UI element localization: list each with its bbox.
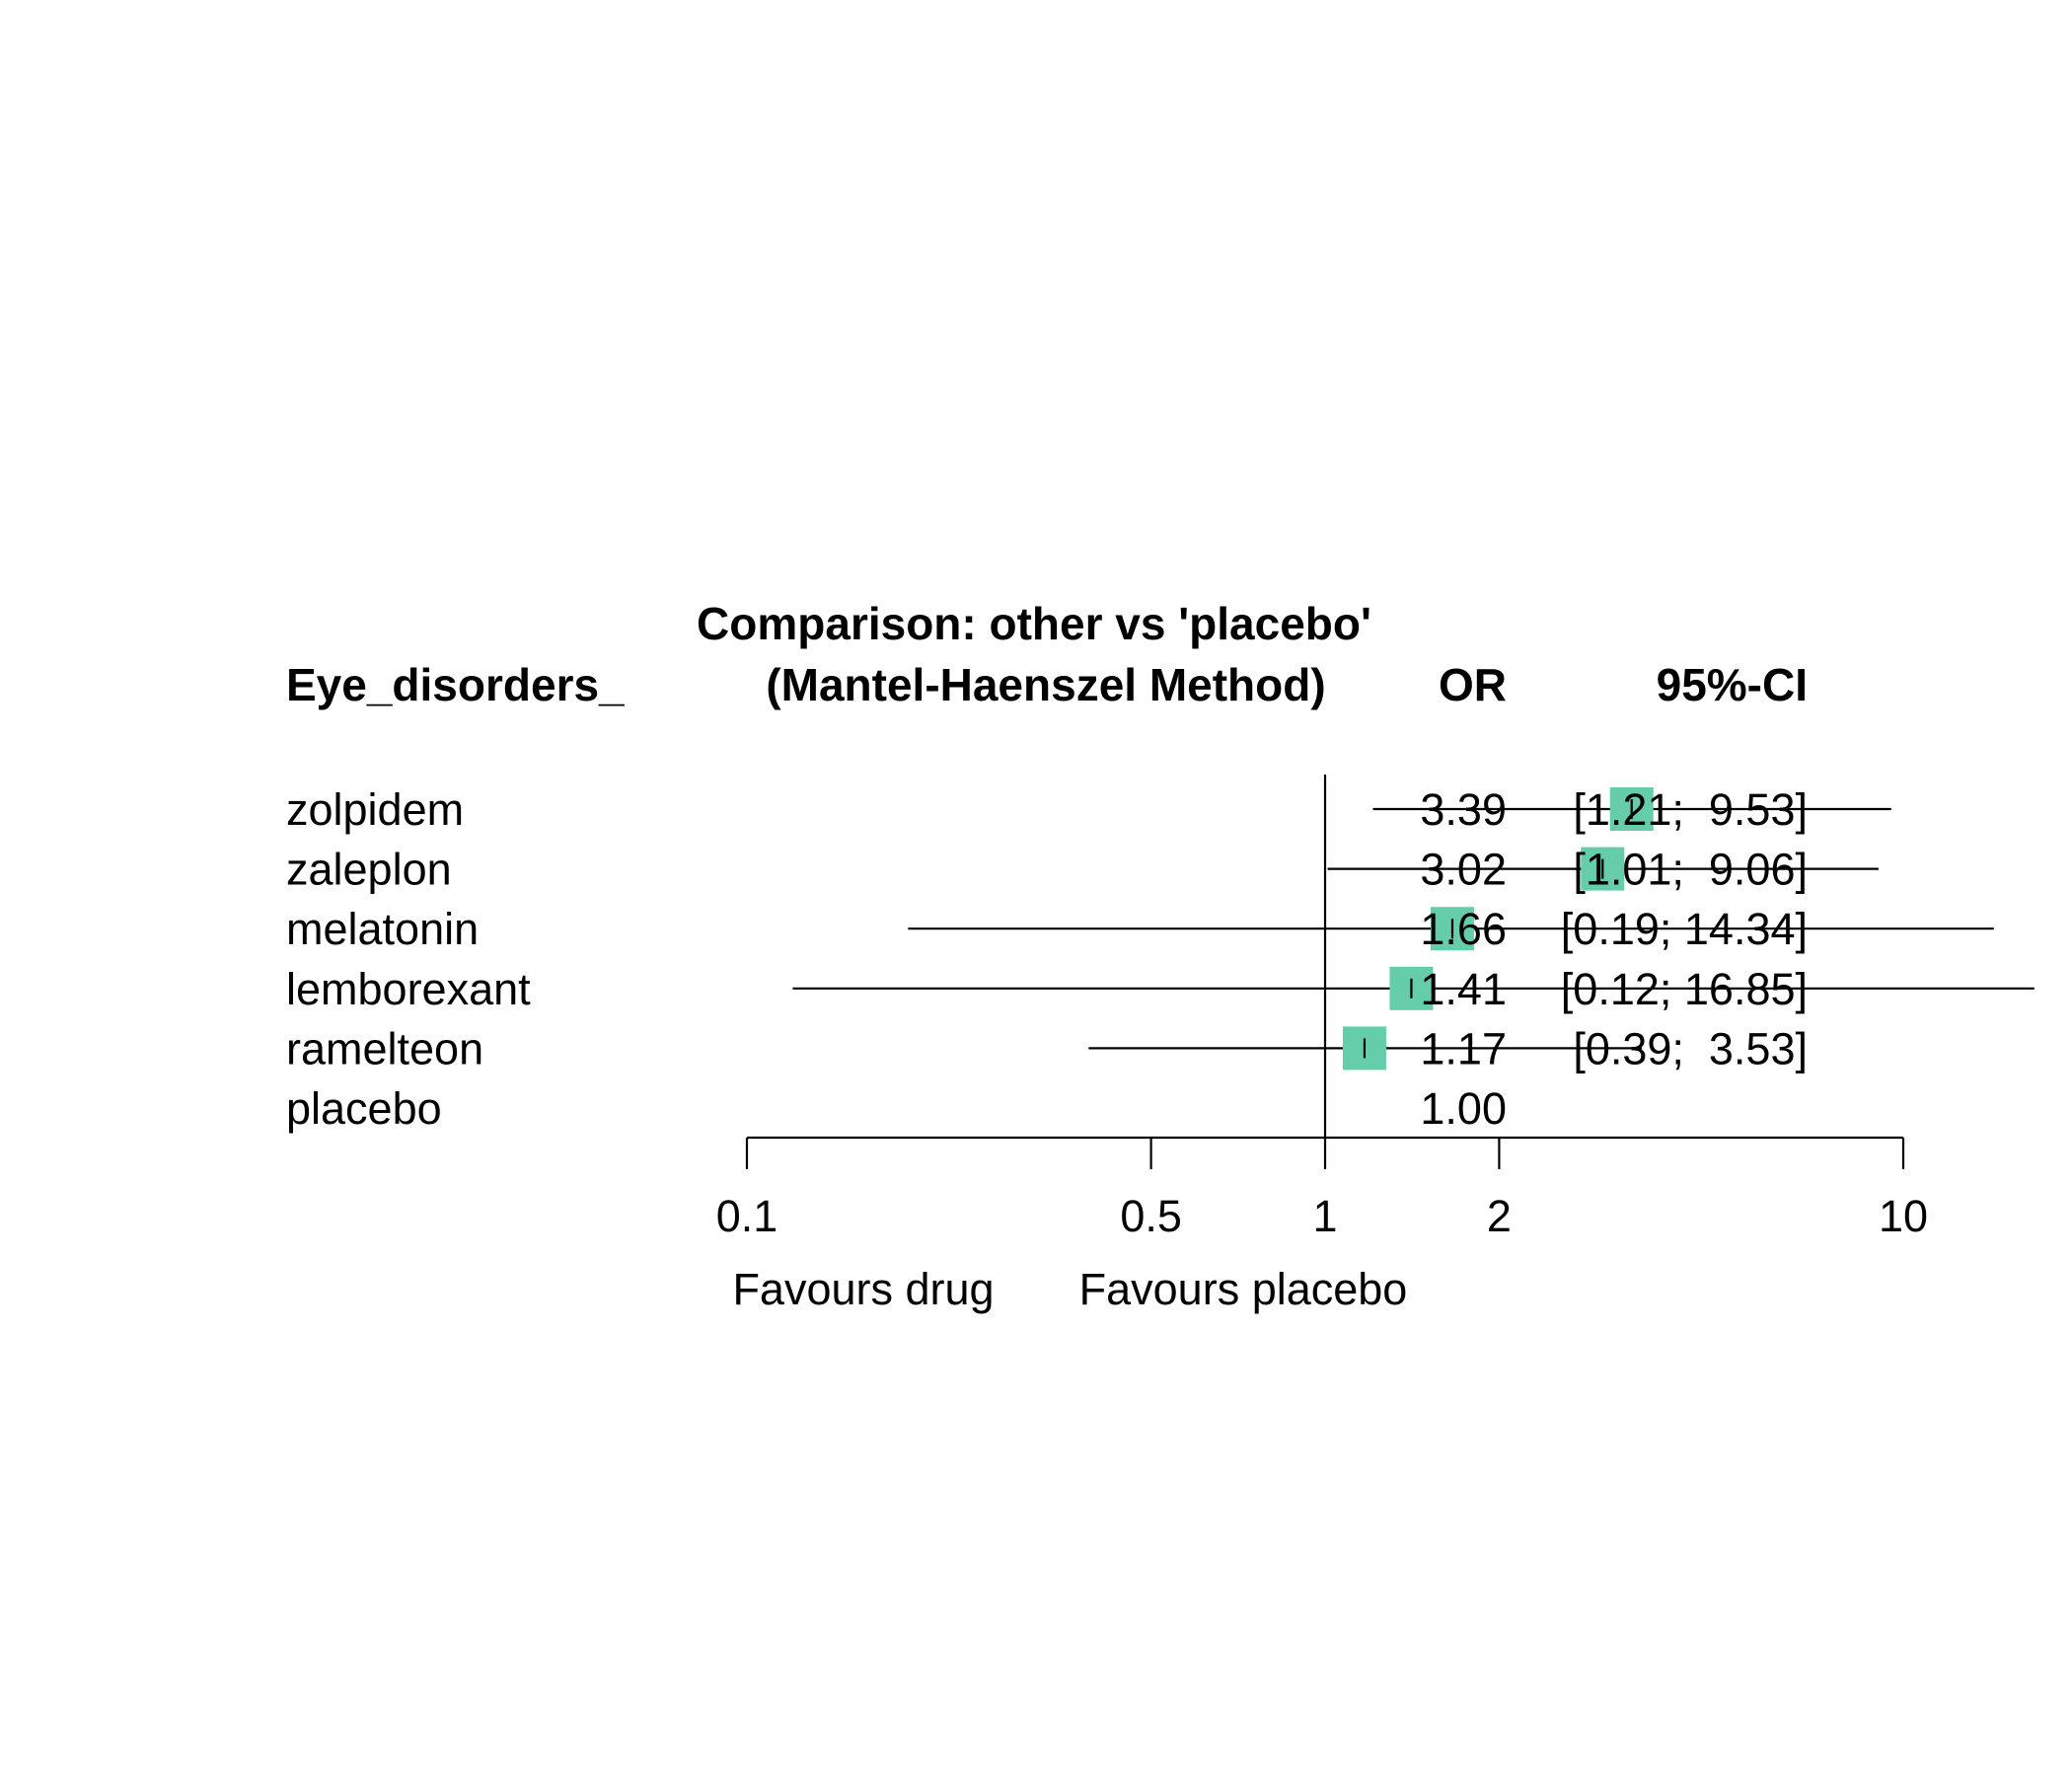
- or-value: 1.66: [1420, 904, 1507, 954]
- or-value: 1.17: [1420, 1023, 1507, 1073]
- chart-subtitle: (Mantel-Haenszel Method): [766, 659, 1325, 710]
- row-label: zolpidem: [286, 784, 464, 835]
- x-tick-label: 10: [1879, 1191, 1928, 1241]
- chart-title: Comparison: other vs 'placebo': [697, 598, 1371, 649]
- ci-value: [0.12; 16.85]: [1561, 964, 1808, 1014]
- ci-value: [0.39; 3.53]: [1573, 1023, 1808, 1073]
- x-tick-label: 0.1: [716, 1191, 778, 1241]
- x-tick-label: 1: [1312, 1191, 1337, 1241]
- ci-value: [1.01; 9.06]: [1573, 845, 1808, 895]
- label-column-header: Eye_disorders_: [286, 659, 625, 710]
- or-value: 1.00: [1420, 1083, 1507, 1134]
- forest-row: zaleplon 3.02 [1.01; 9.06]: [286, 845, 1879, 895]
- row-label: melatonin: [286, 904, 479, 954]
- row-label: lemborexant: [286, 964, 531, 1014]
- row-label: placebo: [286, 1083, 442, 1134]
- forest-row: placebo 1.00: [286, 1083, 1507, 1134]
- forest-row: melatonin 1.66 [0.19; 14.34]: [286, 904, 1994, 954]
- x-axis: 0.1 0.5 1 2 10: [716, 1136, 1928, 1241]
- forest-row: zolpidem 3.39 [1.21; 9.53]: [286, 784, 1891, 835]
- x-tick-label: 2: [1487, 1191, 1512, 1241]
- or-value: 3.02: [1420, 845, 1507, 895]
- row-label: ramelteon: [286, 1023, 483, 1073]
- or-value: 3.39: [1420, 784, 1507, 835]
- favours-drug-label: Favours drug: [732, 1264, 994, 1314]
- x-tick-label: 0.5: [1120, 1191, 1182, 1241]
- ci-column-header: 95%-CI: [1657, 659, 1808, 710]
- or-column-header: OR: [1439, 659, 1507, 710]
- row-label: zaleplon: [286, 845, 452, 895]
- ci-value: [1.21; 9.53]: [1573, 784, 1808, 835]
- favours-placebo-label: Favours placebo: [1079, 1264, 1408, 1314]
- forest-row: lemborexant 1.41 [0.12; 16.85]: [286, 964, 2035, 1014]
- forest-row: ramelteon 1.17 [0.39; 3.53]: [286, 1023, 1808, 1073]
- or-value: 1.41: [1420, 964, 1507, 1014]
- ci-value: [0.19; 14.34]: [1561, 904, 1808, 954]
- rows-layer: zolpidem 3.39 [1.21; 9.53] zaleplon 3.02 [1.0…: [286, 775, 2035, 1138]
